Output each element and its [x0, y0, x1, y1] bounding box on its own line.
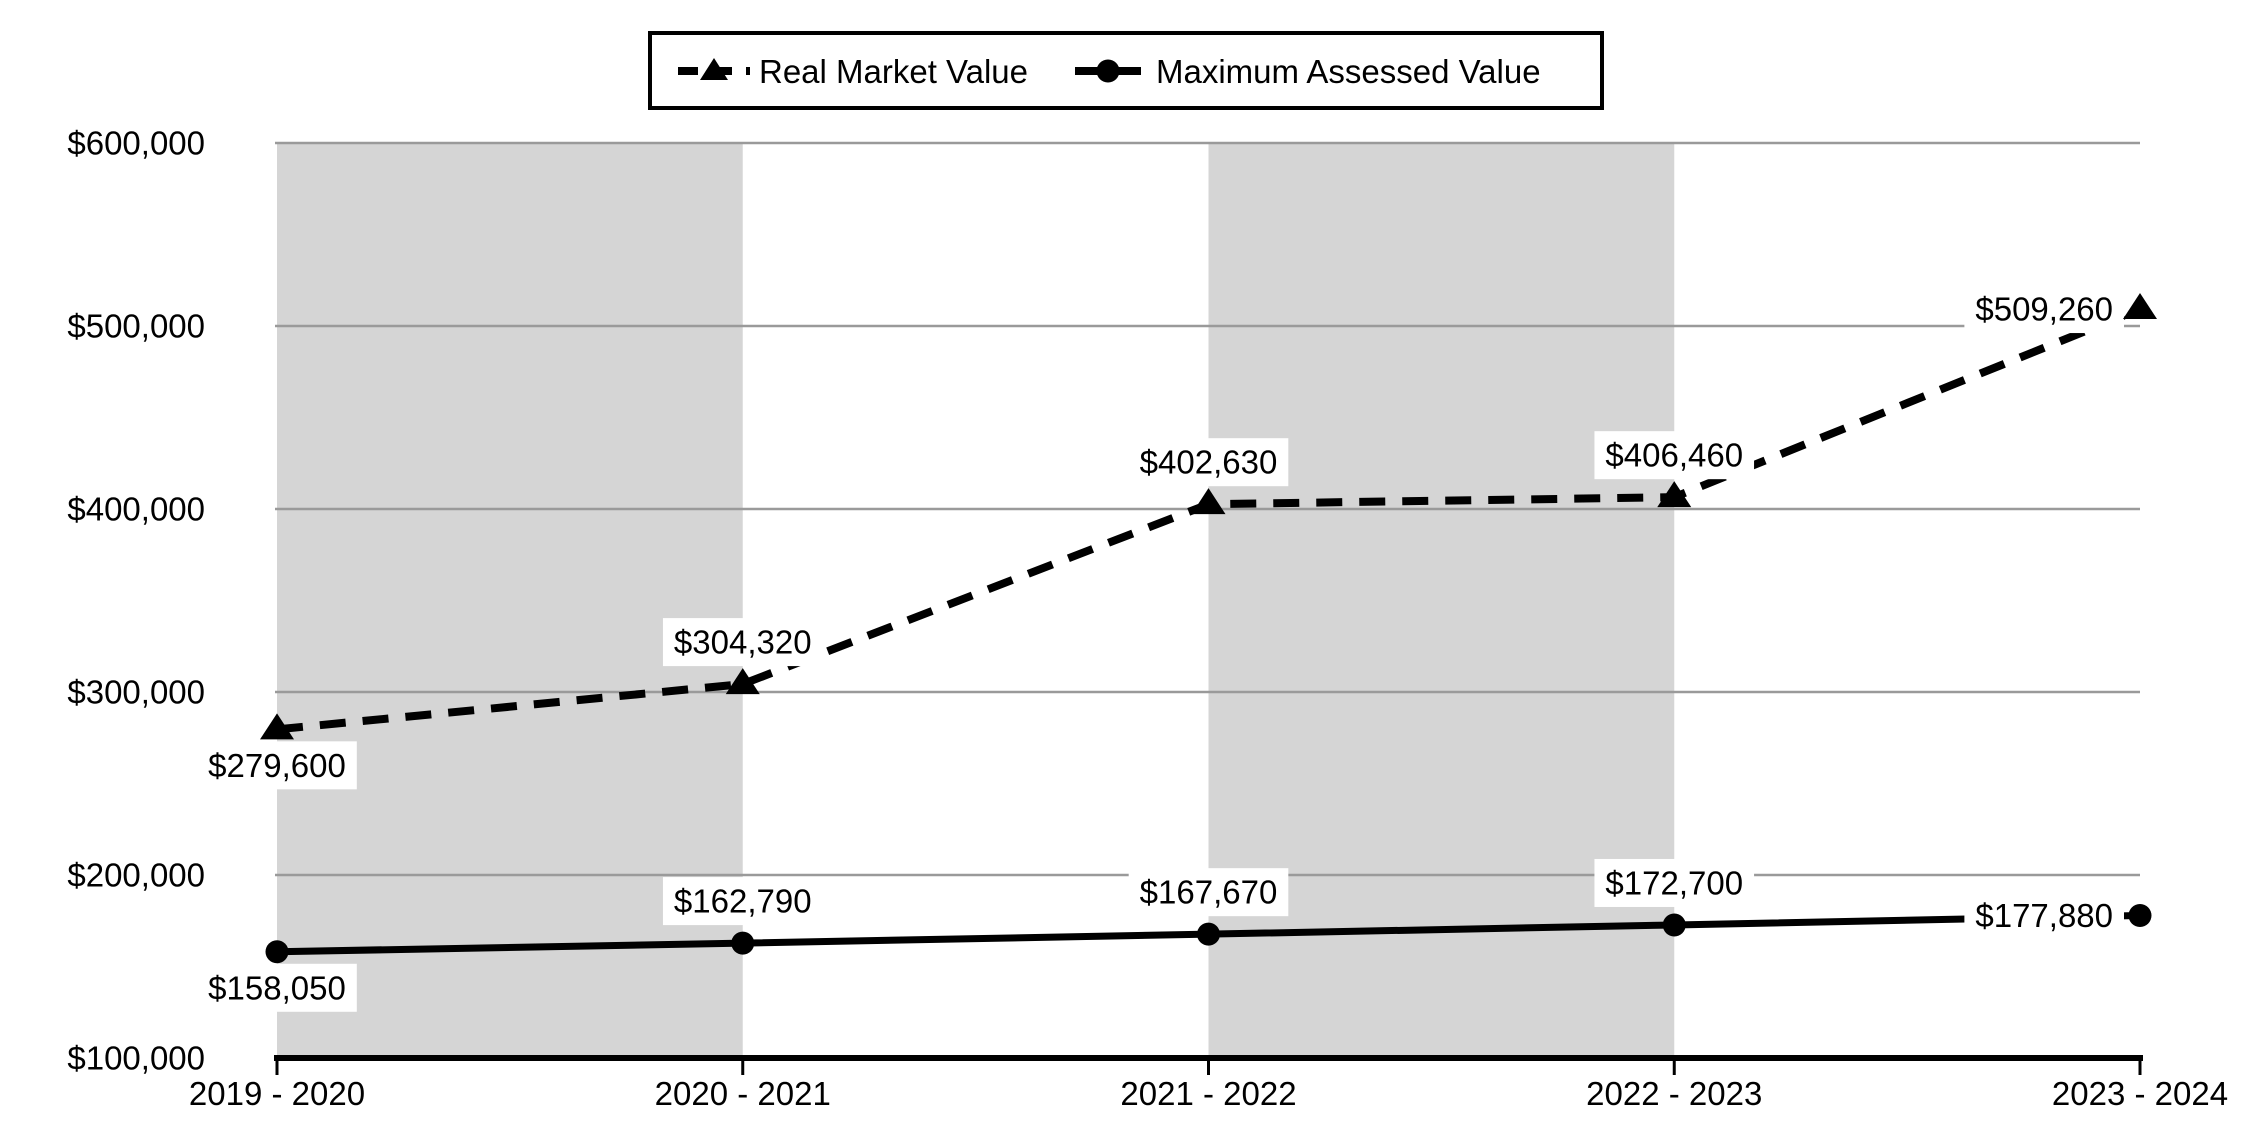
y-tick-label: $100,000: [67, 1040, 205, 1077]
data-label-box: [1128, 868, 1289, 917]
data-label-box: [197, 963, 357, 1012]
legend-label: Real Market Value: [759, 53, 1028, 90]
x-tick-label: 2020 - 2021: [655, 1075, 831, 1112]
marker-circle-icon: [731, 931, 755, 955]
marker-triangle-icon: [725, 668, 760, 695]
x-tick-label: 2019 - 2020: [189, 1075, 365, 1112]
marker-circle-icon: [1197, 922, 1220, 946]
data-label: $177,880: [1975, 897, 2113, 934]
data-label-box: [662, 877, 823, 926]
data-label: $162,790: [674, 883, 812, 920]
data-label-box: [1594, 858, 1755, 907]
data-label: $172,700: [1605, 864, 1743, 901]
data-label: $167,670: [1140, 874, 1278, 911]
x-tick-label: 2021 - 2022: [1120, 1075, 1296, 1112]
data-label: $304,320: [674, 624, 812, 661]
x-tick-label: 2023 - 2024: [2052, 1075, 2228, 1112]
marker-triangle-icon: [1191, 488, 1226, 515]
y-tick-label: $500,000: [67, 308, 205, 345]
data-label: $279,600: [208, 747, 346, 784]
legend-label: Maximum Assessed Value: [1156, 53, 1541, 90]
marker-circle-icon: [1662, 913, 1686, 937]
data-label-box: [662, 618, 823, 667]
plot-band: [1208, 143, 1675, 1058]
marker-triangle-icon: [2123, 293, 2157, 320]
legend-circle-icon: [1096, 59, 1120, 83]
y-tick-label: $300,000: [67, 674, 205, 711]
marker-circle-icon: [2128, 903, 2152, 927]
data-label-box: [197, 741, 357, 790]
x-tick-label: 2022 - 2023: [1586, 1075, 1762, 1112]
y-tick-label: $600,000: [67, 125, 205, 162]
data-label: $402,630: [1140, 444, 1278, 481]
data-label-box: [1964, 285, 2124, 334]
data-label-box: [1964, 891, 2124, 940]
legend-item-real-market-value: Real Market Value: [678, 53, 1028, 90]
marker-triangle-icon: [700, 58, 728, 80]
data-label: $406,460: [1605, 437, 1743, 474]
data-label: $509,260: [1975, 291, 2113, 328]
marker-circle-icon: [265, 940, 289, 964]
data-label-box: [1594, 431, 1755, 480]
marker-triangle-icon: [260, 713, 294, 740]
data-label-box: [1128, 438, 1289, 487]
marker-triangle-icon: [1657, 481, 1692, 508]
legend-item-maximum-assessed-value: Maximum Assessed Value: [1075, 53, 1541, 90]
y-tick-label: $200,000: [67, 857, 205, 894]
legend: Real Market Value Maximum Assessed Value: [648, 31, 1604, 110]
y-tick-label: $400,000: [67, 491, 205, 528]
data-label: $158,050: [208, 969, 346, 1006]
